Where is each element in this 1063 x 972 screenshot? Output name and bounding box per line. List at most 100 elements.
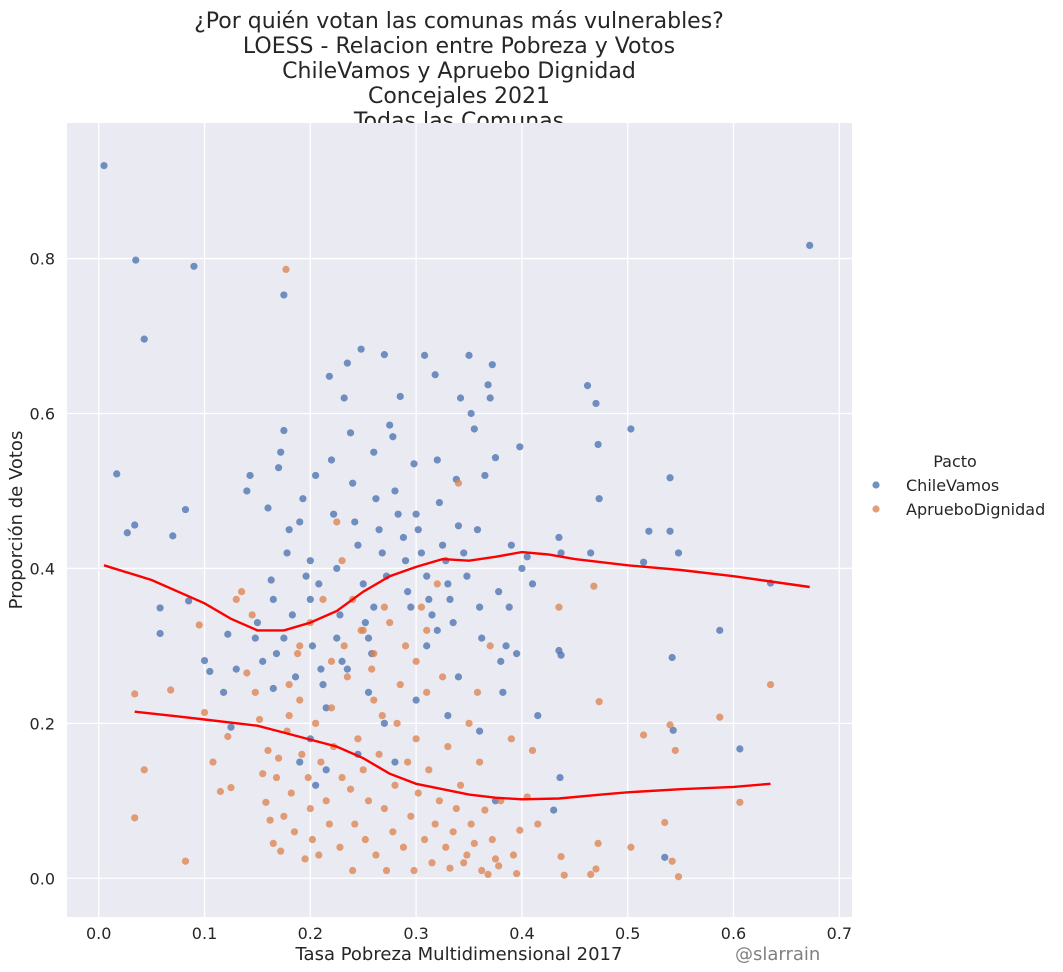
data-point (269, 595, 277, 604)
data-point (338, 657, 346, 665)
data-point (669, 726, 677, 734)
data-point (557, 852, 565, 861)
data-point (296, 642, 304, 650)
data-point (594, 839, 602, 848)
data-point (140, 335, 148, 343)
data-point (327, 657, 336, 665)
data-point (555, 603, 563, 611)
scatter-points (100, 162, 814, 881)
data-point (343, 673, 351, 681)
data-point (518, 564, 526, 573)
data-point (364, 797, 373, 805)
data-point (312, 471, 320, 480)
data-point (668, 857, 676, 865)
data-point (486, 642, 494, 650)
x-tick-label: 0.0 (86, 924, 111, 943)
data-point (407, 812, 415, 820)
data-point (200, 708, 209, 717)
data-point (495, 588, 503, 596)
x-axis-ticks: 0.0 0.1 0.2 0.3 0.4 0.5 0.6 0.7 (86, 924, 852, 943)
data-point (454, 479, 463, 487)
data-point (378, 711, 386, 720)
legend: Pacto ChileVamos AprueboDignidad (872, 452, 1045, 519)
data-point (319, 595, 327, 604)
data-point (274, 464, 283, 472)
data-point (460, 859, 468, 867)
data-point (420, 351, 429, 359)
legend-title: Pacto (933, 452, 977, 471)
data-point (433, 580, 441, 588)
data-point (364, 688, 373, 696)
data-point (488, 361, 496, 369)
data-point (277, 847, 285, 855)
data-point (595, 495, 603, 503)
data-point (200, 656, 209, 665)
data-point (414, 526, 422, 534)
data-point (410, 460, 418, 468)
data-point (296, 518, 304, 526)
loess-lines (103, 550, 810, 801)
data-point (131, 690, 139, 698)
data-point (486, 394, 494, 402)
legend-entry: AprueboDignidad (906, 500, 1045, 519)
data-point (473, 688, 482, 696)
data-point (456, 781, 465, 789)
data-point (113, 470, 121, 478)
data-point (507, 735, 515, 743)
data-point (190, 262, 198, 270)
data-point (428, 859, 436, 867)
data-point (417, 549, 426, 557)
data-point (308, 835, 317, 844)
data-point (435, 498, 443, 507)
data-point (396, 392, 404, 401)
data-point (431, 371, 439, 379)
y-tick-label: 0.2 (30, 714, 55, 733)
data-point (336, 611, 344, 619)
data-point (282, 265, 290, 274)
data-point (243, 487, 251, 495)
data-point (277, 448, 285, 456)
data-point (476, 603, 484, 611)
data-point (592, 865, 600, 873)
data-point (639, 731, 648, 739)
data-point (666, 474, 674, 482)
data-point (266, 816, 274, 824)
data-point (380, 719, 388, 727)
data-point (523, 553, 531, 561)
data-point (417, 603, 426, 611)
data-point (645, 527, 653, 535)
watermark-handle: @slarrain (735, 944, 820, 965)
data-point (364, 634, 373, 642)
data-point (306, 595, 314, 604)
data-point (251, 634, 259, 642)
data-point (497, 657, 505, 665)
data-point (100, 162, 108, 170)
data-point (259, 657, 267, 665)
data-point (227, 784, 235, 792)
data-point (264, 504, 272, 512)
data-point (431, 820, 439, 828)
data-point (590, 582, 598, 590)
data-point (666, 721, 674, 729)
data-point (557, 549, 565, 557)
data-point (195, 621, 203, 629)
data-point (325, 372, 333, 380)
y-tick-label: 0.6 (30, 404, 55, 423)
data-point (378, 549, 386, 557)
data-point (414, 789, 422, 797)
chart-title-line: ¿Por quién votan las comunas más vulnera… (194, 9, 724, 34)
data-point (396, 681, 404, 689)
data-point (499, 688, 507, 696)
data-point (227, 723, 235, 731)
data-point (370, 696, 378, 704)
data-point (224, 630, 232, 638)
legend-entry: ChileVamos (906, 476, 999, 495)
y-axis-label: Proporción de Votos (6, 431, 27, 610)
data-point (327, 704, 336, 712)
data-point (274, 754, 283, 762)
data-point (444, 580, 452, 588)
data-point (349, 479, 357, 487)
data-point (465, 351, 473, 359)
data-point (370, 603, 378, 611)
